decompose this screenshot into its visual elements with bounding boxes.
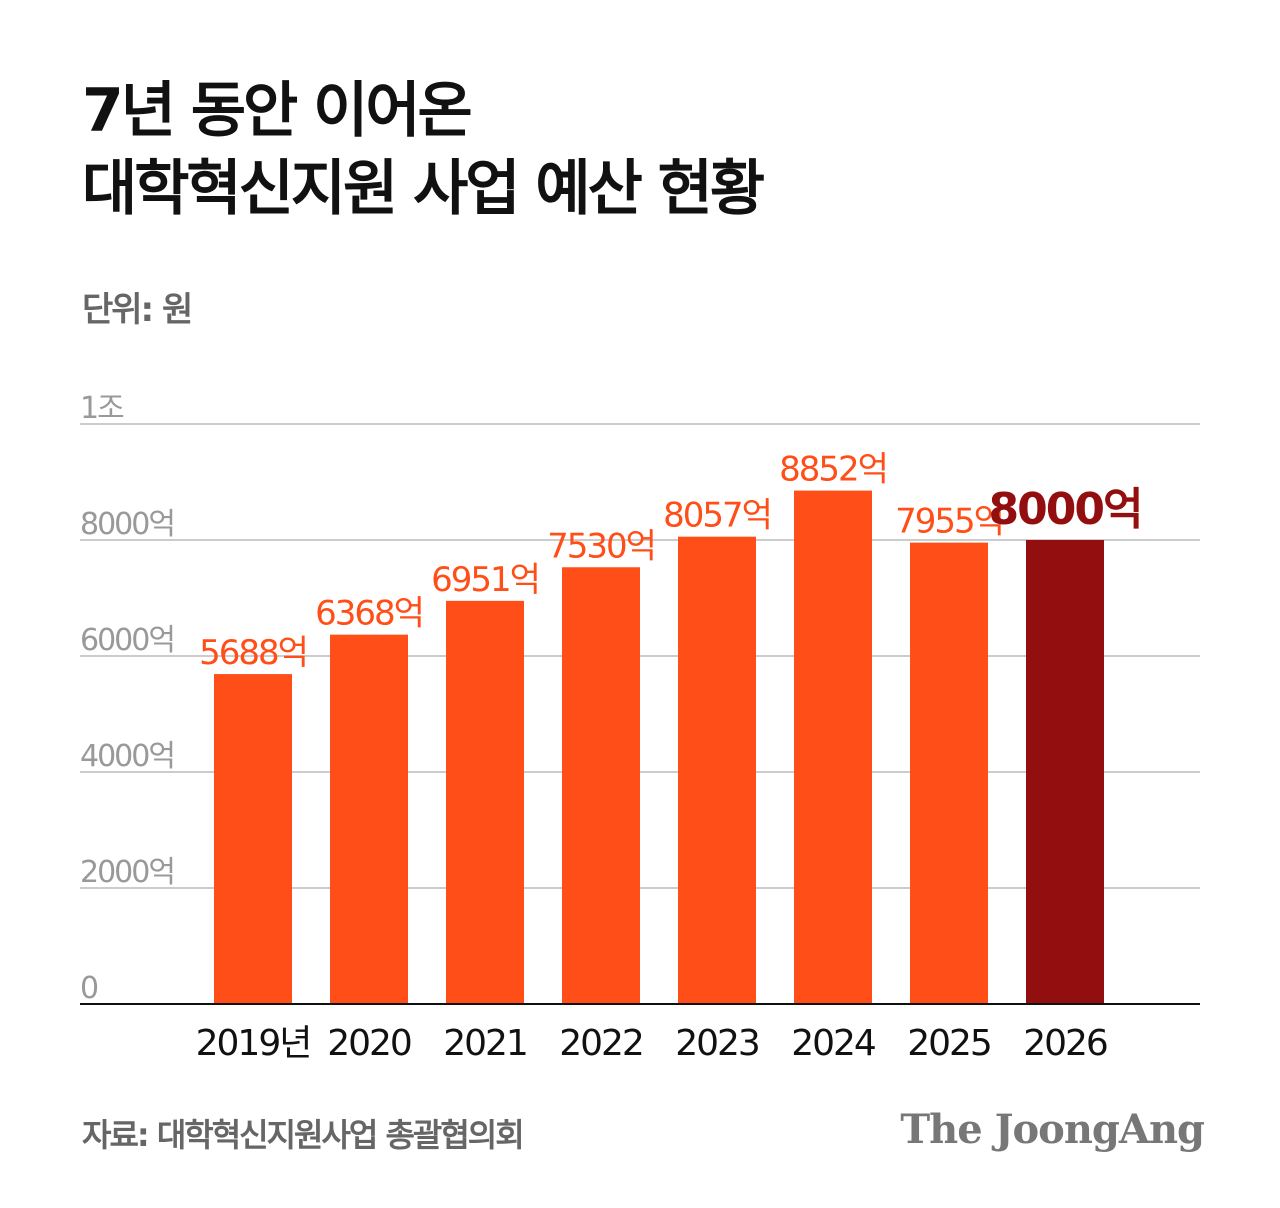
y-tick-label: 4000억 bbox=[80, 739, 174, 774]
chart-title: 7년 동안 이어온 대학혁신지원 사업 예산 현황 bbox=[82, 72, 765, 228]
bar bbox=[678, 536, 756, 1004]
unit-label: 단위: 원 bbox=[82, 290, 193, 330]
data-label: 5688억 bbox=[199, 633, 307, 673]
bar bbox=[562, 567, 640, 1004]
bar bbox=[794, 490, 872, 1005]
title-line-1: 7년 동안 이어온 bbox=[82, 76, 473, 146]
data-label: 6368억 bbox=[315, 594, 423, 634]
source-note: 자료: 대학혁신지원사업 총괄협의회 bbox=[82, 1116, 525, 1154]
y-tick-label: 2000억 bbox=[80, 855, 174, 890]
y-tick-label: 6000억 bbox=[80, 623, 174, 658]
data-label: 8852억 bbox=[779, 450, 887, 490]
data-label: 8057억 bbox=[663, 496, 771, 536]
x-tick-label: 2024 bbox=[791, 1023, 875, 1064]
publisher-logo: The JoongAng bbox=[900, 1106, 1205, 1153]
x-tick-label: 2020 bbox=[327, 1023, 411, 1064]
bar bbox=[1026, 540, 1104, 1004]
x-tick-label: 2023 bbox=[675, 1023, 759, 1064]
bar bbox=[446, 600, 524, 1004]
data-label: 7955억 bbox=[895, 502, 1003, 542]
title-line-2: 대학혁신지원 사업 예산 현황 bbox=[82, 154, 765, 224]
bar bbox=[910, 542, 988, 1004]
y-tick-label: 8000억 bbox=[80, 507, 174, 542]
data-label: 7530억 bbox=[547, 526, 655, 566]
x-tick-label: 2022 bbox=[559, 1023, 643, 1064]
x-tick-label: 2019년 bbox=[196, 1023, 311, 1064]
y-tick-label: 1조 bbox=[80, 391, 124, 426]
x-tick-label: 2021 bbox=[443, 1023, 527, 1064]
bar bbox=[214, 674, 292, 1004]
bar bbox=[330, 634, 408, 1004]
data-label: 8000억 bbox=[989, 484, 1142, 535]
data-label: 6951억 bbox=[431, 560, 539, 600]
x-tick-label: 2026 bbox=[1023, 1023, 1107, 1064]
x-tick-label: 2025 bbox=[907, 1023, 991, 1064]
y-tick-label: 0 bbox=[80, 971, 98, 1006]
